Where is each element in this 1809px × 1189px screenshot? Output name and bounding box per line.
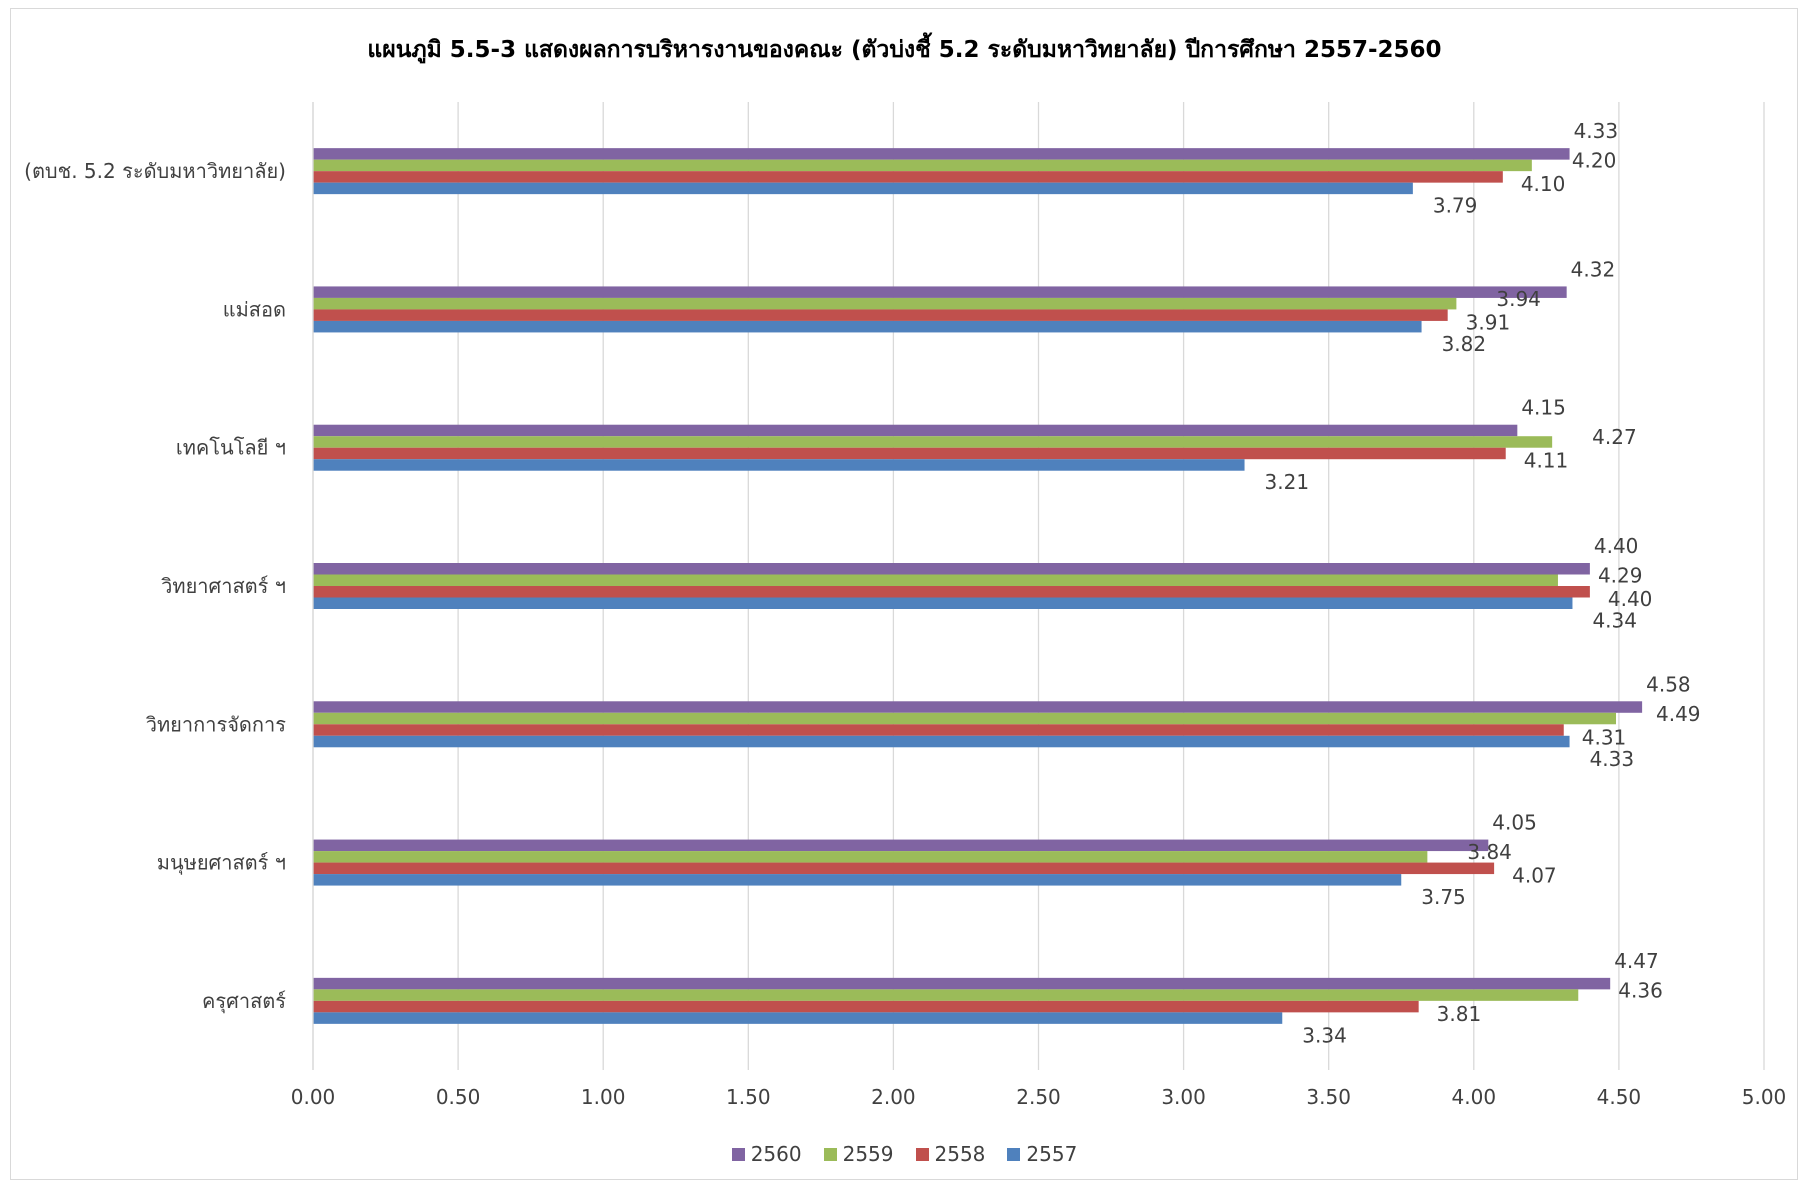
bar-2558 xyxy=(313,724,1564,736)
legend-swatch xyxy=(1007,1147,1021,1161)
bar-2558 xyxy=(313,309,1448,321)
bar-2557 xyxy=(313,597,1573,609)
data-label: 4.47 xyxy=(1614,949,1659,973)
category-label: แม่สอด xyxy=(223,297,286,321)
bar-2558 xyxy=(313,447,1506,460)
data-label: 4.10 xyxy=(1521,172,1566,196)
category-label: (ตบช. 5.2 ระดับมหาวิทยาลัย) xyxy=(24,159,286,183)
data-label: 3.94 xyxy=(1496,287,1541,311)
bar-2557 xyxy=(313,320,1422,333)
legend-item-2558: 2558 xyxy=(915,1142,986,1166)
bar-2559 xyxy=(313,159,1532,172)
bar-2558 xyxy=(313,171,1503,183)
bar-2558 xyxy=(313,862,1495,875)
bar-2557 xyxy=(313,874,1402,886)
legend-item-2560: 2560 xyxy=(731,1142,802,1166)
legend-label: 2558 xyxy=(934,1142,986,1166)
data-label: 4.40 xyxy=(1608,587,1653,611)
x-tick-label: 5.00 xyxy=(1742,1085,1787,1109)
data-label: 3.79 xyxy=(1433,194,1478,218)
category-label: วิทยาศาสตร์ ฯ xyxy=(161,574,286,598)
legend-swatch xyxy=(823,1147,837,1161)
bar-2558 xyxy=(313,586,1590,598)
data-label: 3.81 xyxy=(1437,1002,1482,1026)
bar-2560 xyxy=(313,977,1611,990)
bar-2557 xyxy=(313,735,1570,748)
bar-2559 xyxy=(313,851,1428,863)
bar-2560 xyxy=(313,286,1567,298)
bar-2557 xyxy=(313,182,1413,195)
bar-2559 xyxy=(313,436,1553,448)
bar-2559 xyxy=(313,712,1616,725)
x-tick-label: 1.50 xyxy=(726,1085,771,1109)
bar-2559 xyxy=(313,297,1457,310)
x-tick-label: 1.00 xyxy=(581,1085,626,1109)
data-label: 4.33 xyxy=(1574,119,1619,143)
data-label: 3.84 xyxy=(1467,840,1512,864)
data-label: 3.82 xyxy=(1442,332,1487,356)
category-label: เทคโนโลยี ฯ xyxy=(176,436,286,460)
x-tick-label: 2.00 xyxy=(871,1085,916,1109)
bar-2557 xyxy=(313,459,1245,471)
data-label: 4.20 xyxy=(1572,149,1617,173)
data-label: 4.05 xyxy=(1492,811,1537,835)
x-tick-label: 0.50 xyxy=(436,1085,481,1109)
legend-swatch xyxy=(915,1147,929,1161)
x-tick-label: 3.00 xyxy=(1161,1085,1206,1109)
data-label: 4.34 xyxy=(1592,609,1637,633)
chart-title: แผนภูมิ 5.5-3 แสดงผลการบริหารงานของคณะ (… xyxy=(367,37,1442,63)
data-label: 4.15 xyxy=(1521,396,1566,420)
data-label: 4.07 xyxy=(1512,864,1557,888)
data-label: 4.58 xyxy=(1646,672,1691,696)
x-tick-label: 3.50 xyxy=(1306,1085,1351,1109)
data-label: 3.34 xyxy=(1302,1023,1347,1047)
bar-2560 xyxy=(313,148,1570,160)
x-tick-label: 2.50 xyxy=(1016,1085,1061,1109)
x-tick-label: 0.00 xyxy=(291,1085,336,1109)
data-label: 4.36 xyxy=(1618,978,1663,1002)
data-label: 4.49 xyxy=(1656,702,1701,726)
data-label: 3.75 xyxy=(1421,885,1466,909)
data-label: 4.29 xyxy=(1598,564,1643,588)
data-label: 4.33 xyxy=(1590,747,1635,771)
bar-2560 xyxy=(313,563,1590,575)
legend-label: 2557 xyxy=(1026,1142,1078,1166)
data-label: 4.40 xyxy=(1594,534,1639,558)
bar-2559 xyxy=(313,574,1558,586)
legend-swatch xyxy=(731,1147,745,1161)
bar-2557 xyxy=(313,1012,1283,1024)
data-label: 3.21 xyxy=(1265,470,1310,494)
bar-2558 xyxy=(313,1000,1419,1013)
chart-legend: 2560 2559 2558 2557 xyxy=(0,1142,1809,1166)
data-label: 4.32 xyxy=(1571,257,1616,281)
legend-item-2557: 2557 xyxy=(1007,1142,1077,1166)
bar-2560 xyxy=(313,424,1518,437)
data-label: 4.27 xyxy=(1592,425,1637,449)
bar-2559 xyxy=(313,989,1579,1001)
bar-2560 xyxy=(313,839,1489,852)
data-label: 4.31 xyxy=(1582,725,1627,749)
legend-label: 2560 xyxy=(750,1142,802,1166)
category-label: ครุศาสตร์ xyxy=(202,989,286,1014)
x-tick-label: 4.00 xyxy=(1452,1085,1497,1109)
x-tick-label: 4.50 xyxy=(1597,1085,1642,1109)
data-label: 4.11 xyxy=(1524,449,1569,473)
legend-item-2559: 2559 xyxy=(823,1142,894,1166)
bar-2560 xyxy=(313,701,1643,713)
category-label: มนุษยศาสตร์ ฯ xyxy=(157,851,286,876)
data-label: 3.91 xyxy=(1466,310,1511,334)
category-label: วิทยาการจัดการ xyxy=(146,712,286,736)
legend-label: 2559 xyxy=(842,1142,894,1166)
